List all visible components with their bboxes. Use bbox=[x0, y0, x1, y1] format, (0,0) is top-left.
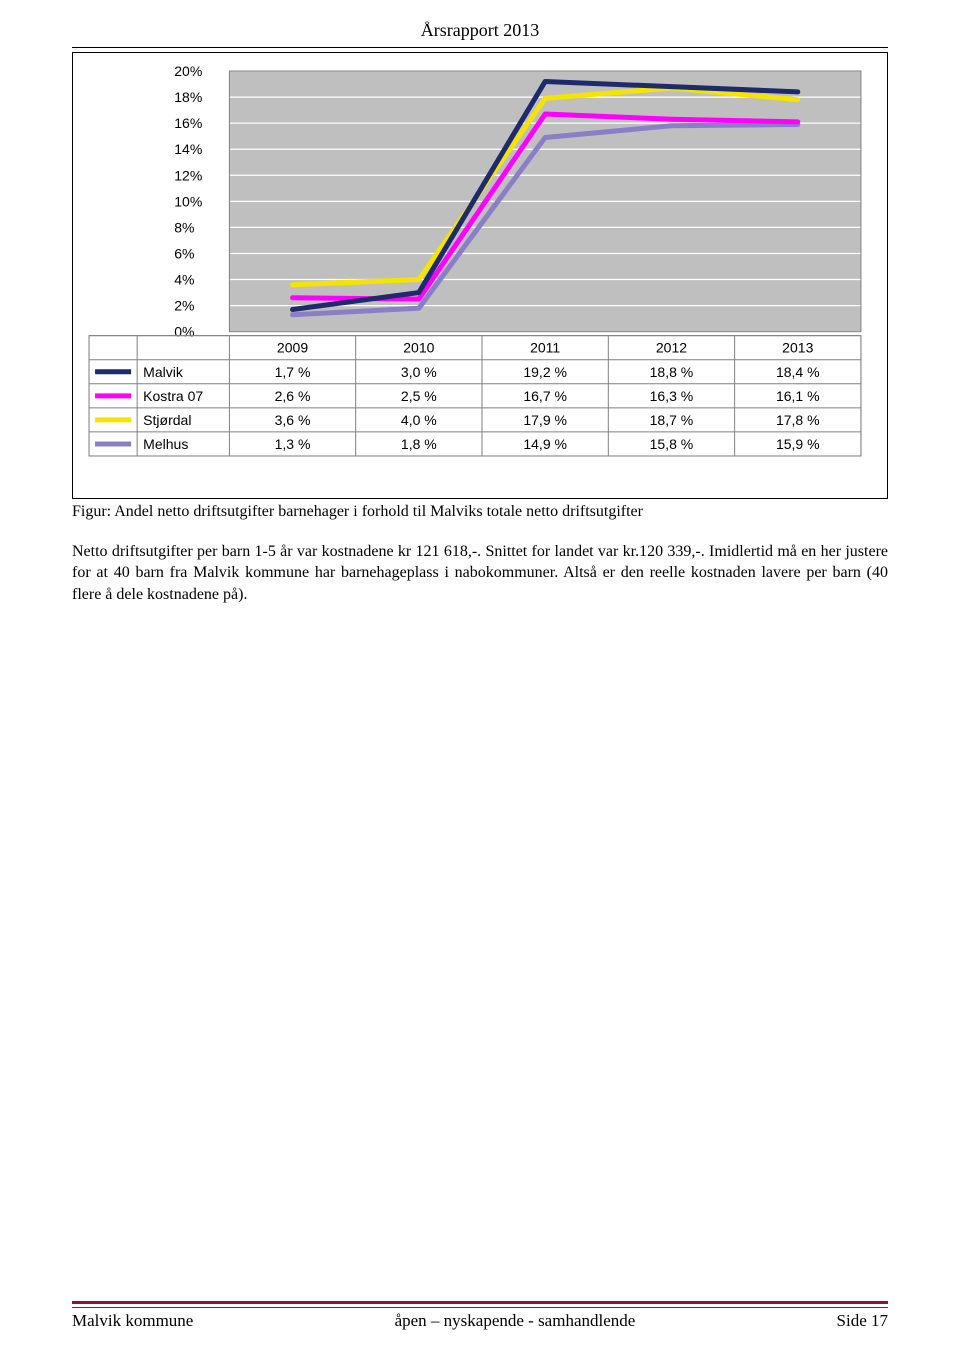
series-row-label: Melhus bbox=[143, 436, 188, 452]
table-cell: 14,9 % bbox=[523, 436, 567, 452]
table-cell: 4,0 % bbox=[401, 412, 437, 428]
table-cell: 1,8 % bbox=[401, 436, 437, 452]
chart-container: 0% 2% 4% 6% 8% 10% 12% 14% 16% 18% 20% 2009 2010 2011… bbox=[72, 52, 888, 499]
table-col-head: 2013 bbox=[782, 340, 813, 356]
table-cell: 18,4 % bbox=[776, 364, 820, 380]
table-cell: 18,8 % bbox=[650, 364, 694, 380]
y-tick-label: 4% bbox=[174, 272, 194, 288]
page-footer: Malvik kommune åpen – nyskapende - samha… bbox=[72, 1301, 888, 1331]
table-cell: 18,7 % bbox=[650, 412, 694, 428]
y-tick-label: 0% bbox=[174, 324, 194, 340]
y-tick-label: 14% bbox=[174, 141, 202, 157]
series-row-label: Malvik bbox=[143, 364, 184, 380]
y-tick-label: 8% bbox=[174, 219, 194, 235]
table-col-head: 2009 bbox=[277, 340, 308, 356]
footer-right: Side 17 bbox=[837, 1311, 888, 1331]
table-col-head: 2012 bbox=[656, 340, 687, 356]
table-cell: 3,0 % bbox=[401, 364, 437, 380]
y-tick-label: 18% bbox=[174, 89, 202, 105]
table-cell: 15,9 % bbox=[776, 436, 820, 452]
series-row-label: Stjørdal bbox=[143, 412, 191, 428]
table-cell: 17,9 % bbox=[523, 412, 567, 428]
table-col-head: 2010 bbox=[403, 340, 434, 356]
table-cell: 2,5 % bbox=[401, 388, 437, 404]
footer-rule bbox=[72, 1301, 888, 1307]
table-cell: 16,7 % bbox=[523, 388, 567, 404]
figure-body-text: Netto driftsutgifter per barn 1-5 år var… bbox=[72, 541, 888, 606]
y-tick-label: 16% bbox=[174, 115, 202, 131]
y-tick-label: 10% bbox=[174, 193, 202, 209]
table-cell: 3,6 % bbox=[275, 412, 311, 428]
table-border bbox=[89, 336, 861, 456]
table-cell: 17,8 % bbox=[776, 412, 820, 428]
table-cell: 2,6 % bbox=[275, 388, 311, 404]
y-tick-label: 12% bbox=[174, 167, 202, 183]
header-rule bbox=[72, 47, 888, 48]
table-cell: 1,7 % bbox=[275, 364, 311, 380]
y-tick-label: 6% bbox=[174, 245, 194, 261]
footer-left: Malvik kommune bbox=[72, 1311, 193, 1331]
page-header-title: Årsrapport 2013 bbox=[0, 0, 960, 47]
chart-svg: 0% 2% 4% 6% 8% 10% 12% 14% 16% 18% 20% 2009 2010 2011… bbox=[79, 61, 881, 492]
figure-caption: Figur: Andel netto driftsutgifter barneh… bbox=[72, 501, 888, 523]
y-tick-label: 2% bbox=[174, 298, 194, 314]
table-cell: 19,2 % bbox=[523, 364, 567, 380]
series-row-label: Kostra 07 bbox=[143, 388, 203, 404]
table-cell: 15,8 % bbox=[650, 436, 694, 452]
table-cell: 1,3 % bbox=[275, 436, 311, 452]
table-cell: 16,1 % bbox=[776, 388, 820, 404]
footer-center: åpen – nyskapende - samhandlende bbox=[395, 1311, 636, 1331]
y-tick-label: 20% bbox=[174, 63, 202, 79]
table-col-head: 2011 bbox=[530, 340, 560, 356]
table-cell: 16,3 % bbox=[650, 388, 694, 404]
